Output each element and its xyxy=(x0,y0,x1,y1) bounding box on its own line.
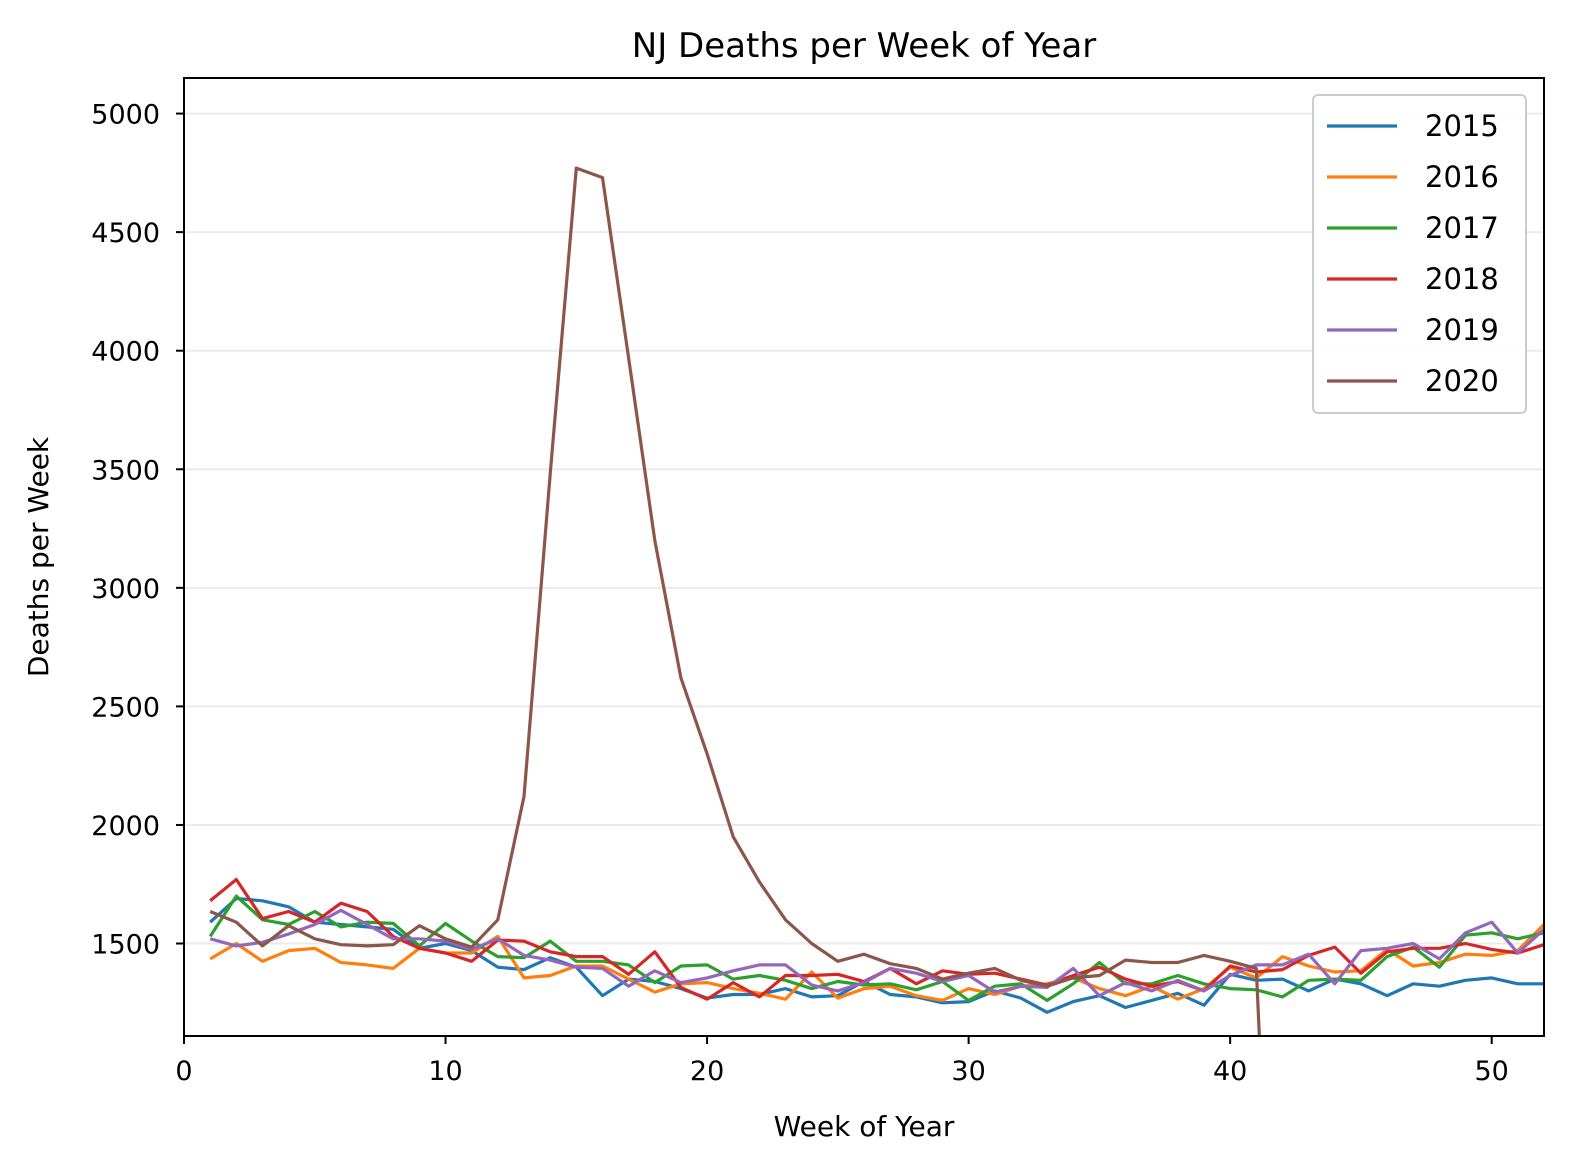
legend-label-2015: 2015 xyxy=(1425,109,1499,143)
legend-label-2017: 2017 xyxy=(1425,211,1499,245)
y-tick-label-2500: 2500 xyxy=(91,692,160,723)
y-tick-label-2000: 2000 xyxy=(91,811,160,842)
chart-title: NJ Deaths per Week of Year xyxy=(632,26,1096,66)
x-axis-label: Week of Year xyxy=(774,1110,955,1143)
series-line-2020 xyxy=(209,166,1261,1036)
y-tick-label-4500: 4500 xyxy=(91,218,160,249)
legend-label-2019: 2019 xyxy=(1425,313,1499,347)
y-axis-ticks: 1500 2000 2500 3000 3500 4000 4500 5000 xyxy=(91,100,184,961)
series-lines xyxy=(208,166,1544,1036)
x-tick-label-10: 10 xyxy=(428,1056,462,1087)
plot-frame xyxy=(183,77,1545,1037)
legend-label-2018: 2018 xyxy=(1425,262,1499,296)
x-tick-label-50: 50 xyxy=(1475,1056,1509,1087)
y-axis-label: Deaths per Week xyxy=(22,436,55,677)
x-tick-label-30: 30 xyxy=(951,1056,985,1087)
y-tick-label-3500: 3500 xyxy=(91,455,160,486)
y-tick-label-3000: 3000 xyxy=(91,574,160,605)
series-line-2017 xyxy=(208,894,1544,1003)
x-axis-ticks: 0 10 20 30 40 50 xyxy=(175,1036,1509,1087)
x-tick-label-40: 40 xyxy=(1213,1056,1247,1087)
legend-label-2016: 2016 xyxy=(1425,160,1499,194)
legend-label-2020: 2020 xyxy=(1425,364,1499,398)
y-tick-label-1500: 1500 xyxy=(91,930,160,961)
legend: 2015 2016 2017 2018 2019 2020 xyxy=(1312,94,1527,414)
y-tick-label-5000: 5000 xyxy=(91,100,160,131)
x-tick-label-0: 0 xyxy=(175,1056,192,1087)
series-line-2019 xyxy=(209,908,1544,998)
y-tick-label-4000: 4000 xyxy=(91,337,160,368)
legend-box xyxy=(1312,94,1527,414)
x-tick-label-20: 20 xyxy=(690,1056,724,1087)
